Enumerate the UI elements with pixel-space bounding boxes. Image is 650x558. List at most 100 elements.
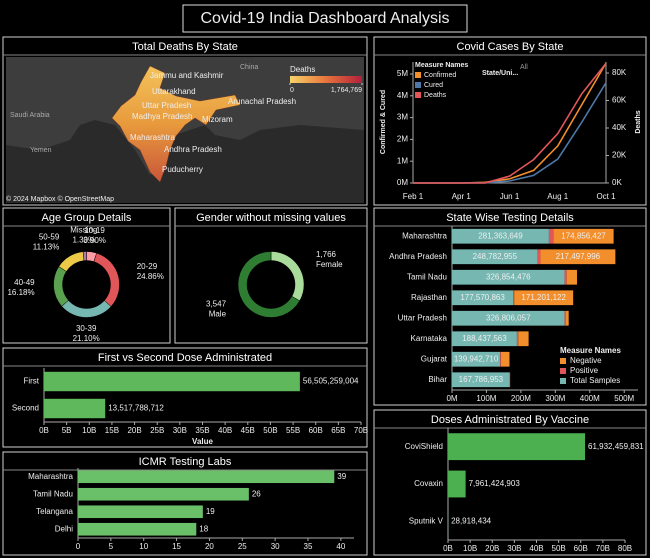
bar-segment [452, 249, 538, 265]
y-tick-label: 5M [397, 69, 408, 78]
legend-swatch [560, 368, 566, 374]
x-tick-label: 200M [511, 394, 531, 403]
y-tick-label: 0M [397, 178, 408, 187]
bar-segment [452, 290, 514, 306]
x-tick-label: 0B [443, 544, 453, 553]
panel-title: Age Group Details [42, 212, 132, 224]
state-label: Uttarakhand [152, 87, 196, 96]
x-tick-label: 10 [139, 542, 148, 551]
segment-label: 217,497,996 [556, 252, 601, 261]
segment-label: 174,856,427 [561, 231, 606, 240]
x-tick-label: 5 [109, 542, 114, 551]
segment-label: 281,363,649 [478, 231, 523, 240]
bar [78, 505, 203, 519]
legend-swatch [415, 82, 421, 88]
color-tick-label: 0 [290, 87, 294, 94]
category-label: Gujarat [421, 354, 448, 363]
bar [44, 398, 106, 419]
category-label: Maharashtra [402, 231, 447, 240]
y2-tick-label: 40K [612, 123, 627, 132]
filter-label: State/Uni... [482, 70, 518, 77]
slice-category: 30-39 [76, 324, 97, 333]
x-tick-label: 0B [39, 426, 49, 435]
x-tick-label: 25 [238, 542, 247, 551]
bar [78, 487, 249, 501]
bar-segment [564, 269, 567, 285]
category-label: Covaxin [414, 479, 443, 488]
bar-segment [513, 290, 515, 306]
bar [44, 371, 300, 392]
legend-label: Deaths [424, 92, 447, 99]
y2-tick-label: 20K [612, 151, 627, 160]
x-tick-label: 20 [205, 542, 214, 551]
slice-value: 11.13% [33, 242, 60, 251]
bar-segment [452, 372, 510, 388]
value-label: 19 [206, 507, 215, 516]
x-axis-label: Value [192, 437, 213, 446]
value-label: 18 [199, 524, 208, 533]
x-tick-label: 500M [614, 394, 634, 403]
basemap-label: Saudi Arabia [10, 112, 50, 119]
state-label: Uttar Pradesh [142, 101, 191, 110]
x-tick-label: Apr 1 [452, 192, 472, 201]
category-label: CoviShield [405, 442, 443, 451]
value-label: 7,961,424,903 [469, 479, 521, 488]
attribution: © 2024 Mapbox © OpenStreetMap [6, 195, 114, 203]
slice-category: 40-49 [14, 278, 35, 287]
x-tick-label: 5B [62, 426, 72, 435]
x-tick-label: 35 [304, 542, 313, 551]
category-label: Delhi [55, 524, 73, 533]
panel-title: ICMR Testing Labs [139, 456, 232, 468]
bar-segment [452, 228, 549, 244]
bar-segment [548, 228, 554, 244]
category-label: Telangana [36, 507, 73, 516]
x-tick-label: 10B [463, 544, 477, 553]
slice-category: Missing [70, 225, 97, 234]
x-tick-label: 25B [150, 426, 164, 435]
x-tick-label: Aug 1 [547, 192, 568, 201]
x-tick-label: 60B [309, 426, 323, 435]
segment-label: 326,806,057 [486, 313, 531, 322]
x-tick-label: 15 [172, 542, 181, 551]
segment-label: 139,942,710 [454, 354, 499, 363]
x-tick-label: 30B [173, 426, 187, 435]
value-label: 61,932,459,831 [588, 442, 644, 451]
legend-title: Deaths [290, 65, 315, 74]
panel-title: State Wise Testing Details [446, 212, 574, 224]
bar-segment [566, 269, 577, 285]
x-tick-label: 40B [218, 426, 232, 435]
x-tick-label: 0M [446, 394, 457, 403]
state-label: Arunachal Pradesh [228, 97, 296, 106]
category-label: Andhra Pradesh [389, 252, 447, 261]
x-tick-label: 300M [545, 394, 565, 403]
x-tick-label: 35B [195, 426, 209, 435]
x-tick-label: 20B [127, 426, 141, 435]
x-tick-label: 70B [596, 544, 610, 553]
legend-title: Measure Names [415, 62, 468, 69]
bar-segment [540, 249, 616, 265]
x-tick-label: 55B [286, 426, 300, 435]
category-label: First [23, 377, 39, 386]
bar-segment [516, 331, 519, 347]
slice-category: Female [316, 260, 343, 269]
x-tick-label: 40B [529, 544, 543, 553]
panel [2, 207, 171, 344]
x-tick-label: Jun 1 [500, 192, 520, 201]
panel [373, 36, 647, 206]
x-tick-label: 80B [618, 544, 632, 553]
dashboard-title: Covid-19 India Dashboard Analysis [200, 10, 449, 27]
state-label: Puducherry [162, 165, 203, 174]
legend-label: Cured [424, 82, 443, 89]
legend-swatch [415, 72, 421, 78]
legend-label: Positive [570, 366, 599, 375]
panel [2, 347, 368, 448]
legend-label: Total Samples [570, 376, 620, 385]
y-tick-label: 1M [397, 156, 408, 165]
x-tick-label: 15B [105, 426, 119, 435]
filter-value: All [520, 64, 528, 71]
category-label: Second [12, 404, 39, 413]
category-label: Rajasthan [411, 293, 447, 302]
slice-value: 24.86% [137, 272, 164, 281]
state-label: Andhra Pradesh [164, 145, 222, 154]
